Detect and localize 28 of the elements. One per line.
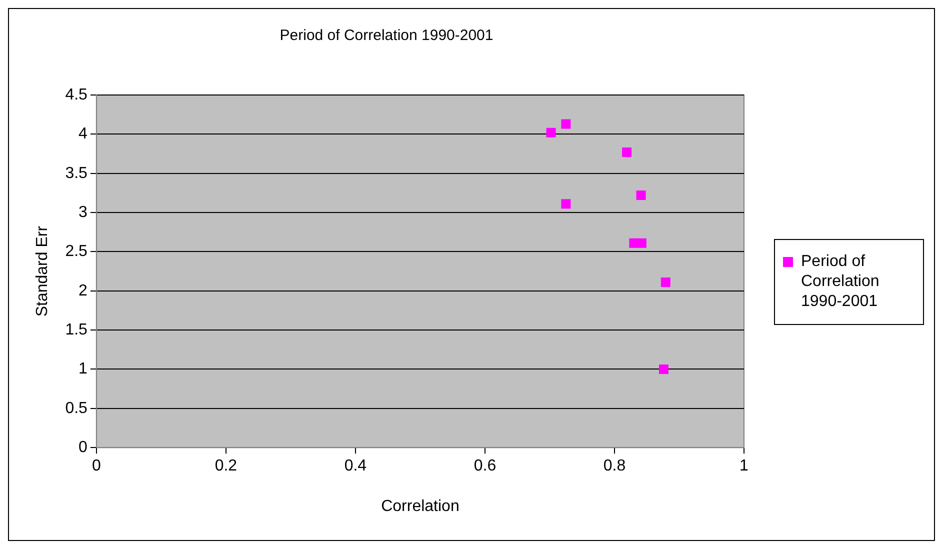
point [561,119,571,129]
y-tick-label: 0.5 [65,400,88,417]
x-tick-label: 1 [740,458,749,475]
point [546,128,556,138]
y-tick-label: 3.5 [65,164,88,182]
x-tick-label: 0.8 [603,458,626,475]
y-tick-label: 4 [78,126,88,143]
y-tick-label: 0 [78,439,88,456]
x-axis-title: Correlation [381,498,460,515]
y-tick-label: 4.5 [65,86,88,104]
y-tick-label: 3 [78,204,88,221]
x-tick-label: 0.4 [344,458,367,475]
chart-title: Period of Correlation 1990-2001 [280,27,494,44]
point [636,190,646,200]
y-tick-label: 2 [78,282,88,300]
point [561,199,571,209]
y-tick-label: 1.5 [65,321,88,338]
legend-label: Period of Correlation 1990-2001 [801,252,880,312]
point [658,364,668,374]
y-axis-title: Standard Err [34,225,52,317]
x-tick-label: 0.2 [214,458,238,475]
point [636,238,646,248]
x-tick-label: 0.6 [474,458,496,475]
point [622,147,632,157]
y-tick-label: 2.5 [65,243,88,260]
x-tick-label: 0 [92,458,101,475]
y-tick-label: 1 [78,360,88,378]
point [660,278,670,288]
